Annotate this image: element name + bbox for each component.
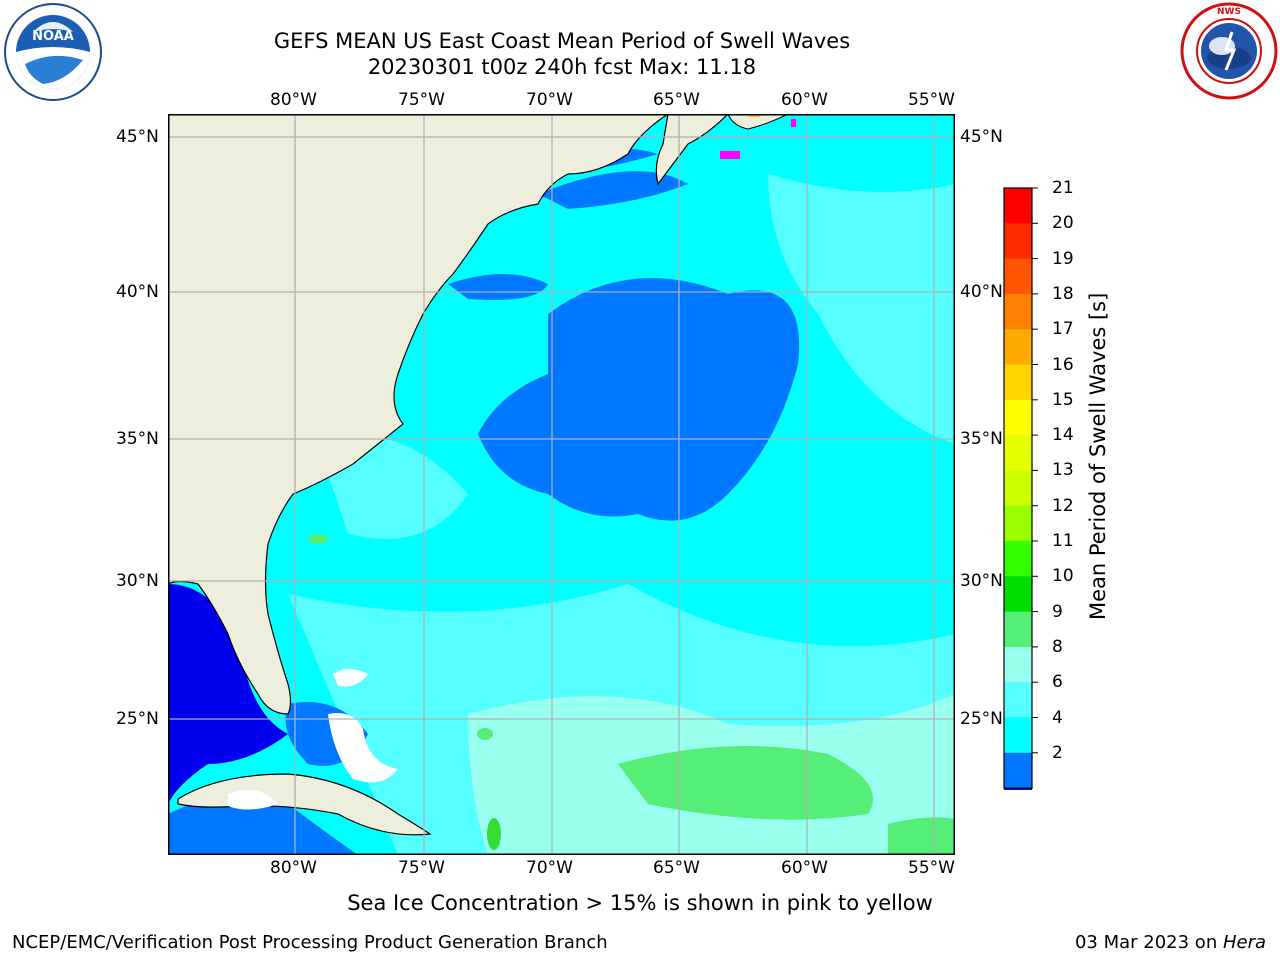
footer-date-text: 03 Mar 2023 on bbox=[1074, 932, 1223, 953]
lon-label-bottom: 60°W bbox=[781, 858, 828, 878]
lon-label-top: 70°W bbox=[526, 90, 573, 110]
colorbar-tick-label: 10 bbox=[1052, 566, 1074, 587]
lon-label-top: 60°W bbox=[781, 90, 828, 110]
colorbar-tick-labels: 21 20 19 18 17 16 15 14 13 12 11 10 9 8 6 4 2 bbox=[1052, 178, 1092, 780]
footer-credit: NCEP/EMC/Verification Post Processing Pr… bbox=[12, 932, 608, 953]
colorbar-tick-label: 16 bbox=[1052, 354, 1074, 375]
colorbar-tick-label: 14 bbox=[1052, 425, 1074, 446]
colorbar-tick-label: 21 bbox=[1052, 178, 1074, 198]
chart-title: GEFS MEAN US East Coast Mean Period of S… bbox=[273, 29, 851, 53]
colorbar-tick-label: 12 bbox=[1052, 495, 1074, 516]
us-east-coast-land bbox=[167, 113, 670, 715]
colorbar-swatch bbox=[1004, 293, 1032, 330]
colorbar-swatch bbox=[1004, 541, 1032, 577]
colorbar-swatch bbox=[1004, 188, 1032, 224]
colorbar-tick-label: 19 bbox=[1052, 248, 1074, 269]
colorbar-tick-label: 13 bbox=[1052, 460, 1074, 481]
lon-label-top: 75°W bbox=[398, 90, 445, 110]
map-gridlines bbox=[168, 114, 955, 855]
chart-subtitle: 20230301 t00z 240h fcst Max: 11.18 bbox=[367, 55, 757, 79]
colorbar bbox=[995, 180, 1045, 818]
lat-label-left: 45°N bbox=[116, 127, 159, 147]
svg-text:NWS: NWS bbox=[1217, 7, 1241, 17]
map-panel bbox=[167, 113, 955, 855]
lat-label-left: 35°N bbox=[116, 429, 159, 449]
colorbar-tick-label: 17 bbox=[1052, 319, 1074, 340]
lat-label-left: 30°N bbox=[116, 571, 159, 591]
footer-date: 03 Mar 2023 on Hera bbox=[1075, 932, 1266, 953]
colorbar-swatch bbox=[1004, 752, 1032, 789]
colorbar-tick-label: 18 bbox=[1052, 283, 1074, 304]
colorbar-swatch bbox=[1004, 470, 1032, 507]
footer-host: Hera bbox=[1222, 932, 1266, 953]
long-swell-patch bbox=[618, 746, 873, 820]
lon-label-top: 80°W bbox=[270, 90, 317, 110]
sea-ice-caption: Sea Ice Concentration > 15% is shown in … bbox=[347, 891, 933, 915]
gulf-region bbox=[168, 584, 288, 804]
colorbar-swatch bbox=[1004, 223, 1032, 260]
colorbar-tick-label: 15 bbox=[1052, 389, 1074, 410]
lon-label-bottom: 80°W bbox=[270, 858, 317, 878]
colorbar-swatch bbox=[1004, 364, 1032, 401]
colorbar-tick-label: 11 bbox=[1052, 531, 1074, 551]
colorbar-tick-label: 6 bbox=[1052, 672, 1063, 693]
lat-label-right: 45°N bbox=[960, 127, 1003, 147]
colorbar-swatch bbox=[1004, 646, 1032, 683]
lat-label-right: 35°N bbox=[960, 429, 1003, 449]
colorbar-tick-label: 20 bbox=[1052, 213, 1074, 234]
colorbar-swatch bbox=[1004, 505, 1032, 542]
colorbar-swatch bbox=[1004, 717, 1032, 754]
swell-period-map bbox=[167, 113, 955, 855]
colorbar-label: Mean Period of Swell Waves [s] bbox=[1086, 292, 1110, 620]
sea-ice-marker bbox=[720, 151, 740, 159]
colorbar-swatch bbox=[1004, 258, 1032, 295]
noaa-logo: NOAA bbox=[3, 2, 103, 102]
svg-text:NOAA: NOAA bbox=[32, 29, 74, 44]
lat-label-right: 40°N bbox=[960, 282, 1003, 302]
lon-label-top: 65°W bbox=[653, 90, 700, 110]
nova-scotia-land bbox=[655, 113, 730, 186]
colorbar-tick-label: 4 bbox=[1052, 707, 1063, 728]
lon-label-bottom: 70°W bbox=[526, 858, 573, 878]
lon-label-bottom: 65°W bbox=[653, 858, 700, 878]
colorbar-tick-label: 8 bbox=[1052, 636, 1063, 657]
colorbar-swatch bbox=[1004, 435, 1032, 471]
colorbar-tick-label: 9 bbox=[1052, 601, 1063, 622]
colorbar-swatch bbox=[1004, 329, 1032, 365]
colorbar-swatch bbox=[1004, 399, 1032, 436]
lat-label-left: 25°N bbox=[116, 709, 159, 729]
lon-label-bottom: 55°W bbox=[908, 858, 955, 878]
lat-label-left: 40°N bbox=[116, 282, 159, 302]
colorbar-swatch bbox=[1004, 576, 1032, 613]
lat-label-right: 30°N bbox=[960, 571, 1003, 591]
nws-logo: NWS bbox=[1180, 2, 1278, 100]
colorbar-swatch bbox=[1004, 682, 1032, 718]
colorbar-swatch bbox=[1004, 611, 1032, 648]
short-swell-region bbox=[478, 278, 800, 521]
lon-label-bottom: 75°W bbox=[398, 858, 445, 878]
colorbar-tick-label: 2 bbox=[1052, 742, 1063, 763]
lon-label-top: 55°W bbox=[908, 90, 955, 110]
lat-label-right: 25°N bbox=[960, 709, 1003, 729]
